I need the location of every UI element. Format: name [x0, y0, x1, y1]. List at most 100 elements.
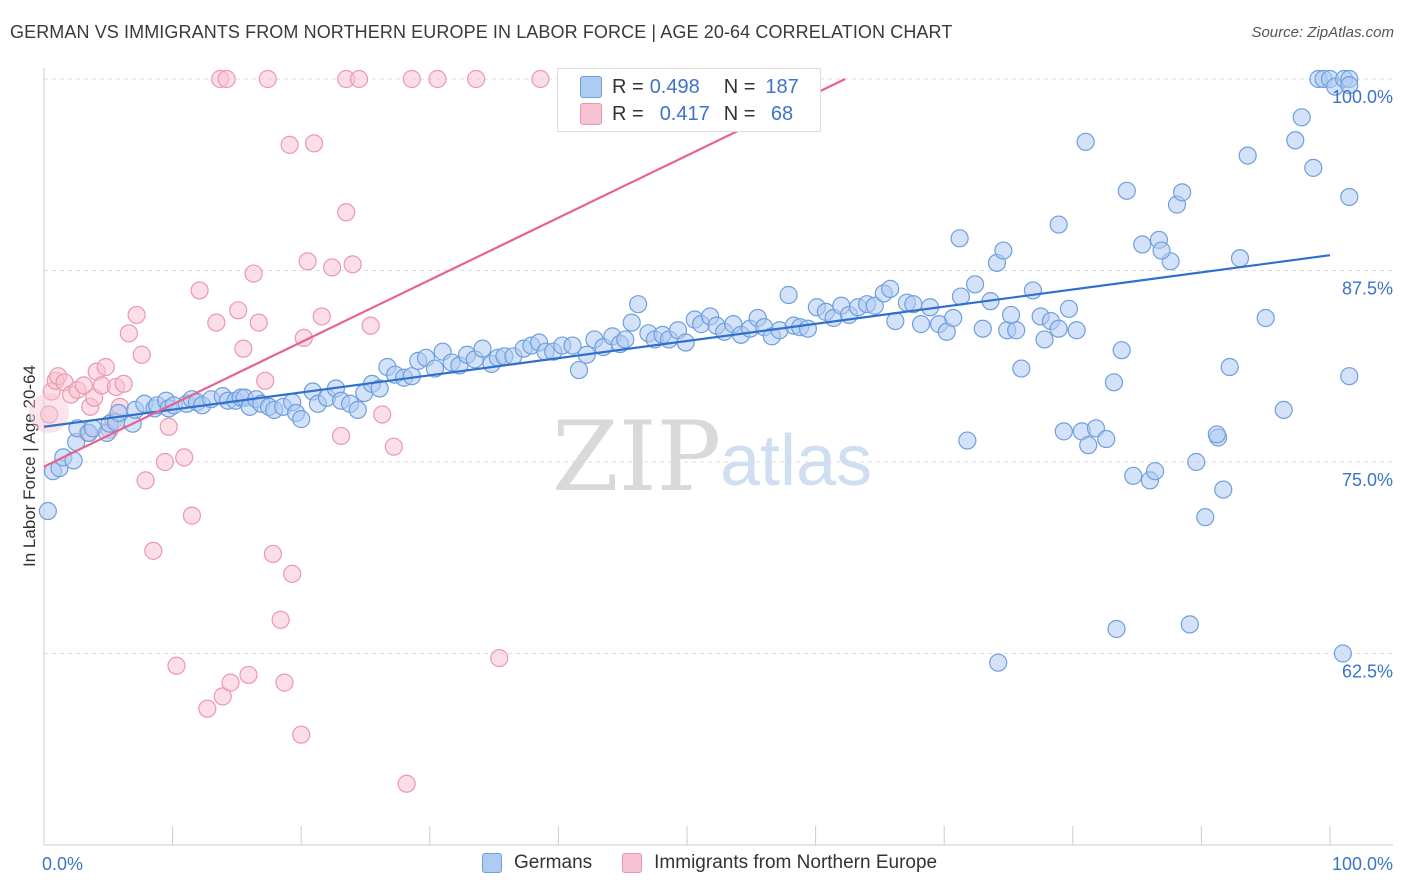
immigrants-point — [428, 69, 447, 89]
legend-label-immigrants: Immigrants from Northern Europe — [654, 852, 938, 873]
germans-point — [944, 308, 963, 328]
germans-point — [1230, 249, 1250, 268]
germans-point — [1079, 436, 1098, 455]
x-tick-label: 100.0% — [1332, 854, 1393, 874]
trend-line-immigrants — [43, 78, 846, 468]
tick-labels: 62.5% 75.0% 87.5% 100.0% 0.0% 100.0% — [42, 87, 1393, 874]
immigrants-point — [256, 371, 275, 390]
germans-point — [292, 410, 311, 429]
immigrants-point — [322, 258, 342, 277]
germans-point — [569, 360, 589, 380]
series-germans-points — [38, 69, 1359, 672]
immigrants-point — [271, 610, 290, 629]
immigrants-point — [384, 437, 403, 456]
immigrants-point — [283, 564, 302, 583]
germans-point — [1187, 452, 1206, 472]
germans-point — [1286, 131, 1305, 150]
immigrants-point — [244, 264, 263, 283]
germans-point — [965, 275, 985, 294]
immigrants-point — [96, 357, 115, 377]
germans-point — [629, 295, 648, 314]
stats-legend: R = 0.498 N = 187 R = 0.417 N = 68 — [557, 68, 821, 132]
germans-point — [473, 339, 492, 358]
immigrants-point — [280, 135, 299, 154]
germans-point — [886, 311, 905, 331]
germans-point — [1107, 619, 1126, 639]
y-tick-label: 75.0% — [1342, 470, 1393, 490]
germans-point — [348, 400, 367, 420]
legend-swatch-immigrants — [580, 103, 602, 125]
germans-point — [1112, 341, 1131, 360]
germans-point — [1304, 158, 1323, 177]
grid-lines — [44, 78, 1393, 654]
immigrants-point — [221, 673, 240, 692]
watermark: ZIP atlas — [552, 401, 872, 513]
immigrants-point — [74, 376, 93, 395]
immigrants-point — [490, 648, 509, 668]
germans-point — [1220, 357, 1239, 377]
immigrants-point-large — [29, 392, 70, 433]
watermark-zip: ZIP — [552, 401, 721, 513]
germans-point — [1256, 308, 1275, 328]
immigrants-point — [144, 541, 163, 560]
germans-point — [1076, 132, 1095, 151]
germans-point — [989, 653, 1008, 672]
legend-label-germans: Germans — [514, 852, 593, 873]
germans-point — [622, 313, 641, 332]
immigrants-point — [373, 405, 392, 424]
immigrants-point — [331, 426, 351, 446]
axes — [43, 68, 1393, 846]
germans-point — [1196, 508, 1215, 527]
germans-point — [616, 330, 635, 349]
immigrants-point — [136, 471, 155, 490]
immigrants-point — [229, 301, 248, 320]
germans-point — [911, 315, 931, 334]
germans-point — [1146, 462, 1165, 481]
immigrants-point — [343, 255, 362, 274]
germans-point — [1173, 183, 1192, 202]
germans-point — [1340, 367, 1359, 386]
legend-row-germans: R = 0.498 N = 187 — [580, 74, 799, 100]
germans-point — [1059, 299, 1079, 318]
immigrants-point — [213, 687, 232, 706]
germans-point — [1035, 330, 1054, 349]
germans-point — [1117, 181, 1136, 200]
immigrants-point — [159, 417, 178, 436]
germans-point — [1007, 321, 1026, 340]
immigrants-point — [531, 69, 550, 89]
germans-point — [1049, 215, 1068, 234]
germans-point — [1180, 615, 1199, 634]
immigrants-point — [217, 69, 236, 89]
germans-point — [1133, 235, 1152, 254]
germans-point — [865, 296, 884, 315]
germans-point — [1207, 425, 1226, 444]
legend-n-label: N = — [723, 75, 756, 98]
germans-point — [370, 379, 389, 398]
immigrants-point — [304, 134, 324, 153]
germans-point — [425, 359, 445, 378]
immigrants-point — [258, 69, 277, 89]
legend-item-germans: Germans — [482, 852, 592, 874]
immigrants-point — [207, 313, 226, 332]
immigrants-point — [175, 448, 194, 467]
germans-point — [1152, 241, 1171, 260]
trend-lines — [43, 78, 1331, 468]
germans-point — [1001, 305, 1021, 325]
legend-row-immigrants: R = 0.417 N = 68 — [580, 101, 793, 127]
immigrants-point — [298, 252, 317, 271]
germans-point — [1067, 321, 1086, 340]
trend-line-germans — [43, 254, 1331, 428]
germans-point — [973, 319, 992, 338]
immigrants-point — [182, 506, 201, 525]
immigrants-point — [239, 665, 258, 685]
germans-point — [1333, 644, 1352, 663]
germans-point — [1340, 187, 1359, 207]
y-tick-label: 62.5% — [1342, 662, 1393, 682]
chart-title: GERMAN VS IMMIGRANTS FROM NORTHERN EUROP… — [10, 22, 953, 42]
immigrants-point — [198, 699, 217, 718]
series-legend: Germans Immigrants from Northern Europe — [482, 852, 967, 874]
germans-point — [563, 336, 582, 355]
legend-r-label: R = — [612, 75, 644, 98]
legend-swatch-germans — [482, 853, 502, 873]
germans-point — [1054, 422, 1073, 441]
